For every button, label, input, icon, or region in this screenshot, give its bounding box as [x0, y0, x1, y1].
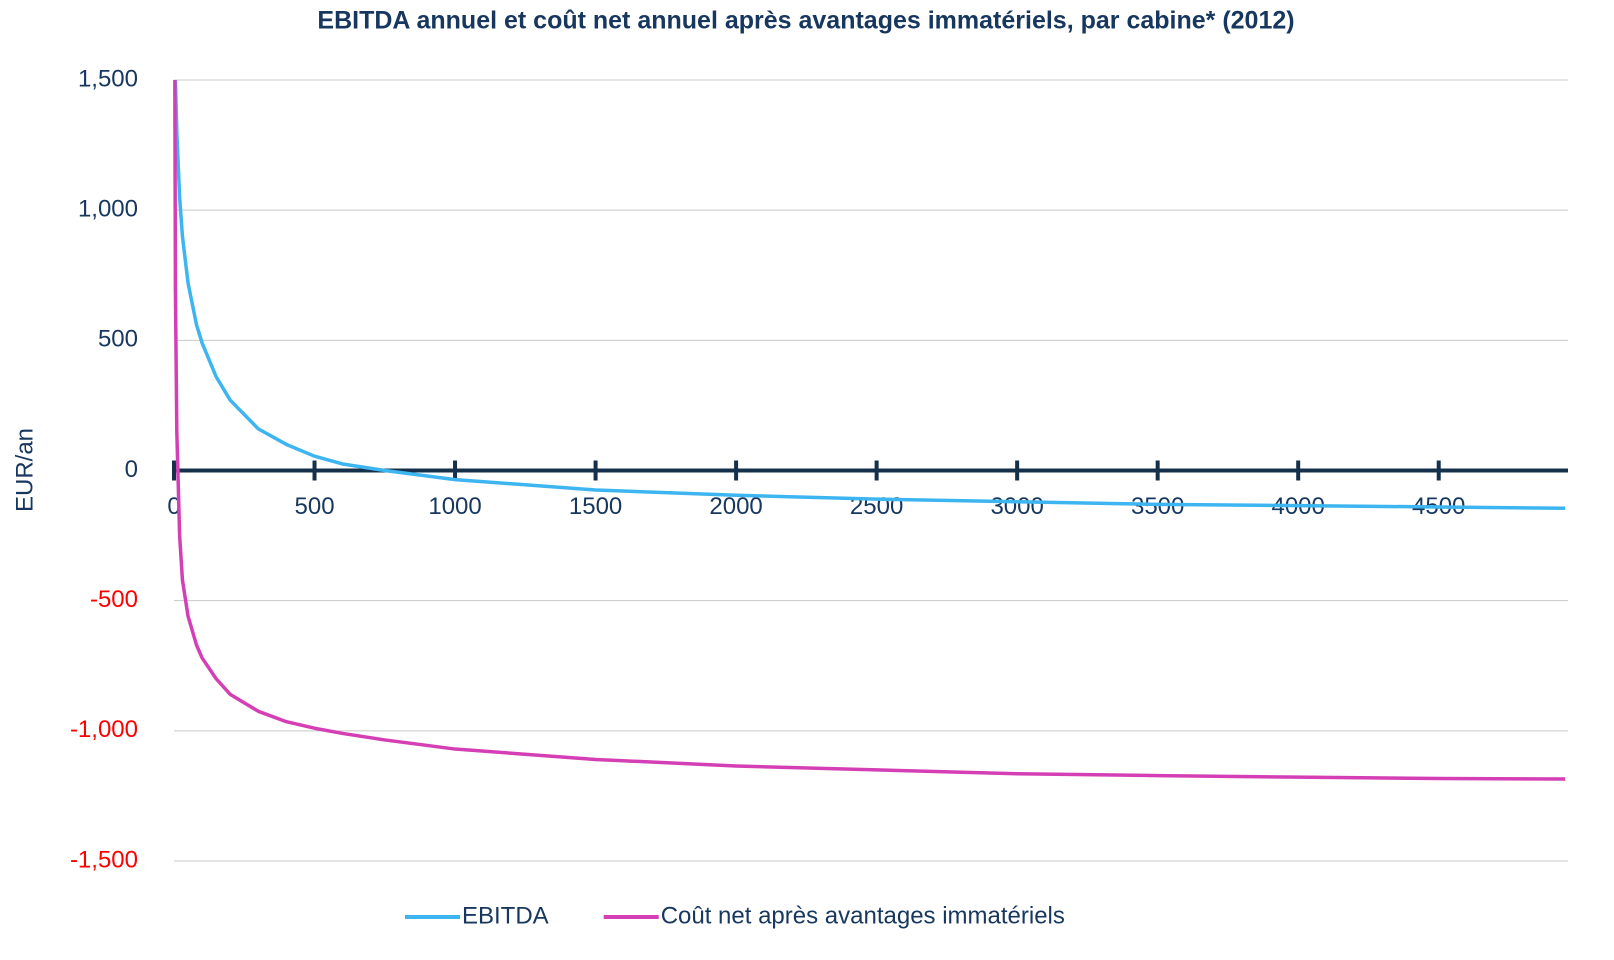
- legend-label: Coût net après avantages immatériels: [661, 902, 1065, 929]
- y-tick-label: 1,500: [78, 65, 138, 92]
- x-tick-label: 1500: [569, 493, 622, 520]
- legend-label: EBITDA: [462, 902, 549, 929]
- x-tick-label: 3000: [990, 493, 1043, 520]
- y-tick-label: -1,000: [70, 716, 138, 743]
- x-tick-label: 3500: [1131, 493, 1184, 520]
- series-line: [173, 79, 1566, 781]
- series-line: [173, 79, 1566, 510]
- x-tick-label: 500: [295, 493, 335, 520]
- x-tick-label: 1000: [428, 493, 481, 520]
- y-tick-label: 500: [98, 326, 138, 353]
- y-tick-label: 1,000: [78, 196, 138, 223]
- chart-title: EBITDA annuel et coût net annuel après a…: [317, 7, 1294, 35]
- y-tick-label: -500: [90, 586, 138, 613]
- y-axis-label: EUR/an: [11, 428, 38, 512]
- y-tick-label: -1,500: [70, 846, 138, 873]
- y-tick-label: 0: [125, 456, 138, 483]
